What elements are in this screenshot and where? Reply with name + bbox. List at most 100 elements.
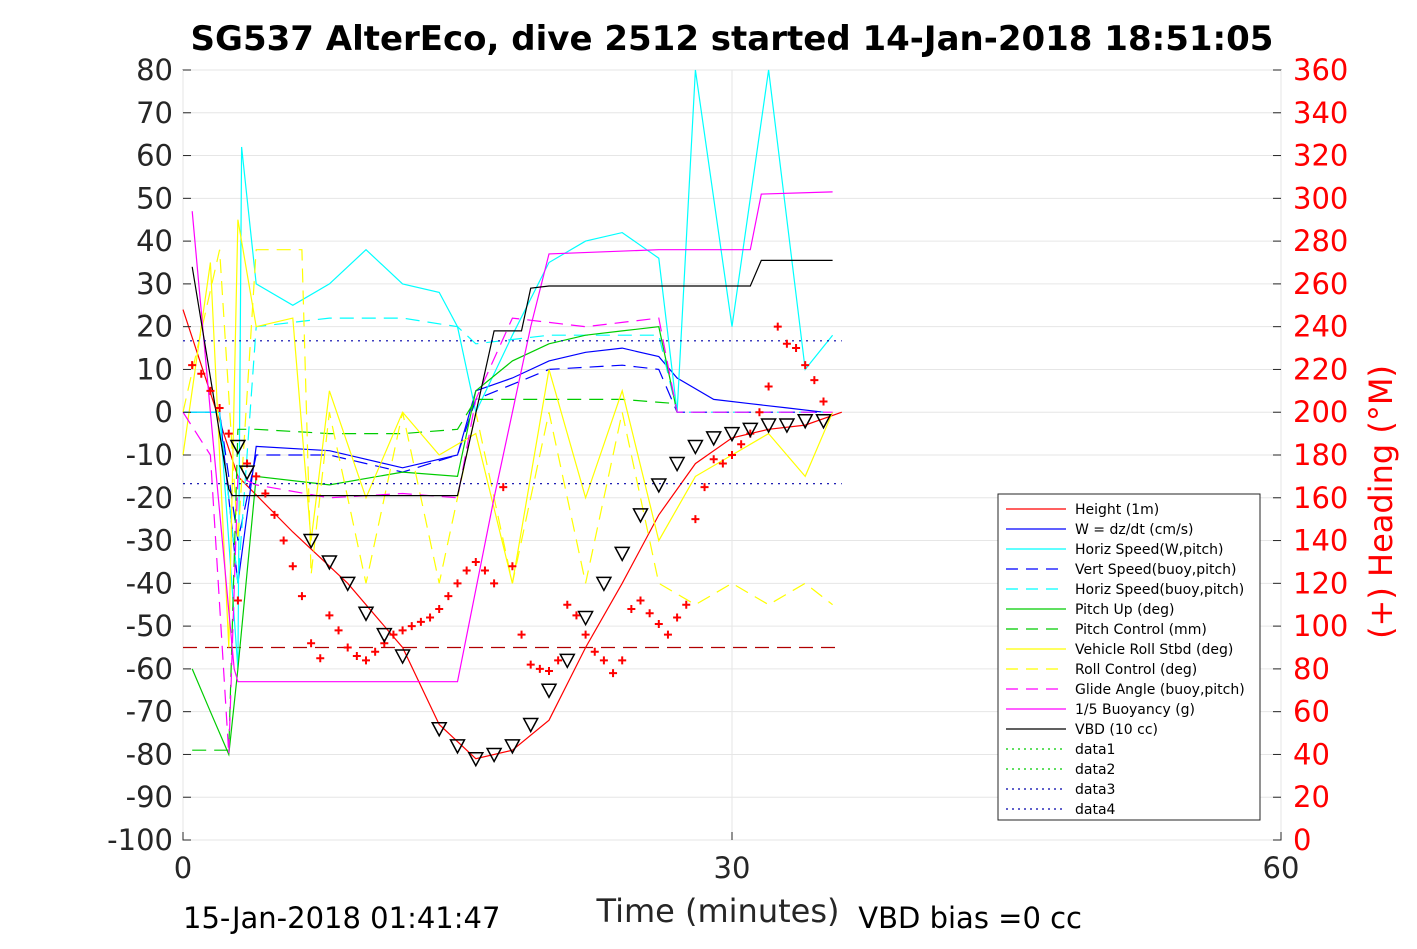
heading-point-30 xyxy=(462,566,471,575)
legend-box xyxy=(997,493,1261,821)
legend-label-15: data4 xyxy=(1075,802,1116,818)
legend-label-9: Glide Angle (buoy,pitch) xyxy=(1075,682,1245,698)
heading-point-47 xyxy=(618,656,627,665)
heading-point-5 xyxy=(233,596,242,605)
triangle-marker-18 xyxy=(613,546,631,562)
x-tick-label-0: 0 xyxy=(174,851,192,885)
triangle-marker-29 xyxy=(815,414,832,430)
heading-point-26 xyxy=(426,613,435,622)
heading-point-53 xyxy=(673,613,682,622)
y-tick-label-10: -20 xyxy=(126,481,173,515)
x-tick-label-2: 60 xyxy=(1263,851,1300,885)
y2-tick-label-13: 100 xyxy=(1293,609,1348,643)
triangle-marker-4 xyxy=(339,576,356,592)
y2-tick-label-10: 160 xyxy=(1293,481,1348,515)
heading-point-29 xyxy=(453,579,462,588)
heading-point-51 xyxy=(654,619,663,628)
heading-point-7 xyxy=(252,472,261,481)
y2-tick-label-3: 300 xyxy=(1293,181,1348,215)
y-tick-label-4: 40 xyxy=(136,224,173,258)
heading-point-66 xyxy=(792,344,801,353)
series-line-7 xyxy=(182,219,834,648)
y-tick-label-17: -90 xyxy=(126,780,173,814)
y2-tick-label-2: 320 xyxy=(1293,139,1348,173)
y-tick-label-5: 30 xyxy=(136,267,173,301)
heading-point-4 xyxy=(224,429,233,438)
y2-axis-label: (+) Heading (°M) xyxy=(1362,365,1400,639)
triangle-marker-6 xyxy=(376,627,393,644)
heading-point-31 xyxy=(471,557,480,566)
legend-label-10: 1/5 Buoyancy (g) xyxy=(1075,702,1195,718)
legend-label-3: Vert Speed(buoy,pitch) xyxy=(1075,562,1237,578)
triangle-marker-22 xyxy=(687,439,704,456)
triangle-marker-13 xyxy=(522,717,539,734)
y2-tick-label-17: 20 xyxy=(1293,780,1330,814)
y2-tick-label-0: 360 xyxy=(1293,53,1348,87)
triangle-marker-11 xyxy=(485,747,503,764)
footer-timestamp: 15-Jan-2018 01:41:47 xyxy=(183,901,500,935)
triangle-marker-21 xyxy=(668,456,686,473)
triangle-marker-15 xyxy=(559,653,576,669)
legend-label-13: data2 xyxy=(1075,762,1115,778)
heading-point-37 xyxy=(526,660,535,669)
y2-tick-label-8: 200 xyxy=(1293,395,1348,429)
heading-point-56 xyxy=(700,483,709,492)
triangle-marker-20 xyxy=(650,478,668,494)
y-tick-label-15: -70 xyxy=(126,695,173,729)
heading-point-12 xyxy=(297,592,306,601)
heading-point-57 xyxy=(709,455,718,464)
triangle-marker-16 xyxy=(577,610,594,627)
y-tick-label-14: -60 xyxy=(126,652,173,686)
heading-point-18 xyxy=(352,652,361,661)
y2-tick-label-14: 80 xyxy=(1293,652,1330,686)
heading-point-64 xyxy=(773,322,782,331)
triangle-marker-24 xyxy=(723,426,741,443)
triangle-marker-14 xyxy=(540,683,558,699)
triangle-marker-25 xyxy=(742,422,759,438)
triangle-marker-8 xyxy=(430,722,448,738)
y2-tick-label-4: 280 xyxy=(1293,224,1348,258)
heading-point-38 xyxy=(535,664,544,673)
heading-point-10 xyxy=(279,536,288,545)
series-line-10 xyxy=(191,191,833,683)
heading-point-3 xyxy=(215,403,224,412)
heading-point-23 xyxy=(398,626,407,635)
series-line-3 xyxy=(183,364,824,541)
heading-point-0 xyxy=(188,361,197,370)
legend-label-12: data1 xyxy=(1075,742,1115,758)
heading-point-34 xyxy=(499,483,508,492)
triangle-markers-layer xyxy=(229,414,832,768)
y2-tick-label-5: 260 xyxy=(1293,267,1348,301)
y-tick-label-12: -40 xyxy=(126,566,173,600)
triangle-marker-23 xyxy=(705,431,722,447)
heading-point-62 xyxy=(755,408,764,417)
footer-vbd-bias: VBD bias =0 cc xyxy=(858,901,1082,935)
y-tick-label-3: 50 xyxy=(136,181,173,215)
heading-point-27 xyxy=(435,605,444,613)
legend-label-14: data3 xyxy=(1075,782,1115,798)
triangle-marker-26 xyxy=(760,418,777,434)
y-tick-label-1: 70 xyxy=(136,96,173,130)
heading-point-17 xyxy=(343,643,352,652)
heading-point-50 xyxy=(645,609,654,618)
heading-point-55 xyxy=(691,515,700,524)
heading-point-45 xyxy=(599,656,608,665)
series-line-6 xyxy=(192,398,678,751)
triangle-marker-5 xyxy=(357,606,375,622)
y-tick-label-9: -10 xyxy=(126,438,173,472)
heading-point-48 xyxy=(627,605,636,613)
legend: Height (1m) W = dz/dt (cm/s) Horiz Speed(W… xyxy=(997,493,1261,821)
triangle-marker-3 xyxy=(321,555,338,571)
triangle-marker-27 xyxy=(778,418,796,434)
heading-point-58 xyxy=(718,459,727,468)
legend-label-5: Pitch Up (deg) xyxy=(1075,602,1174,618)
heading-point-13 xyxy=(307,639,316,648)
heading-point-39 xyxy=(545,667,553,676)
heading-point-15 xyxy=(325,611,334,620)
y2-tick-label-16: 40 xyxy=(1293,737,1330,771)
heading-point-41 xyxy=(563,600,572,609)
y-tick-label-8: 0 xyxy=(155,395,173,429)
series-line-4 xyxy=(183,317,824,584)
heading-point-65 xyxy=(782,339,791,348)
